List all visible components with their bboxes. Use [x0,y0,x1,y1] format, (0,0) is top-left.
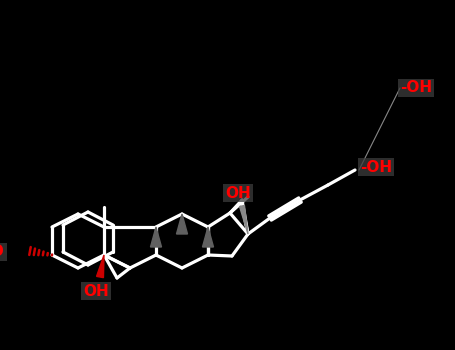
Polygon shape [151,227,162,247]
Text: -OH: -OH [360,160,392,175]
Text: OH: OH [225,186,251,201]
Polygon shape [177,214,187,234]
Polygon shape [96,255,104,278]
Text: -OH: -OH [400,80,432,96]
Text: HO: HO [0,245,5,259]
Polygon shape [202,227,213,247]
Text: OH: OH [83,284,109,299]
Polygon shape [239,205,248,234]
